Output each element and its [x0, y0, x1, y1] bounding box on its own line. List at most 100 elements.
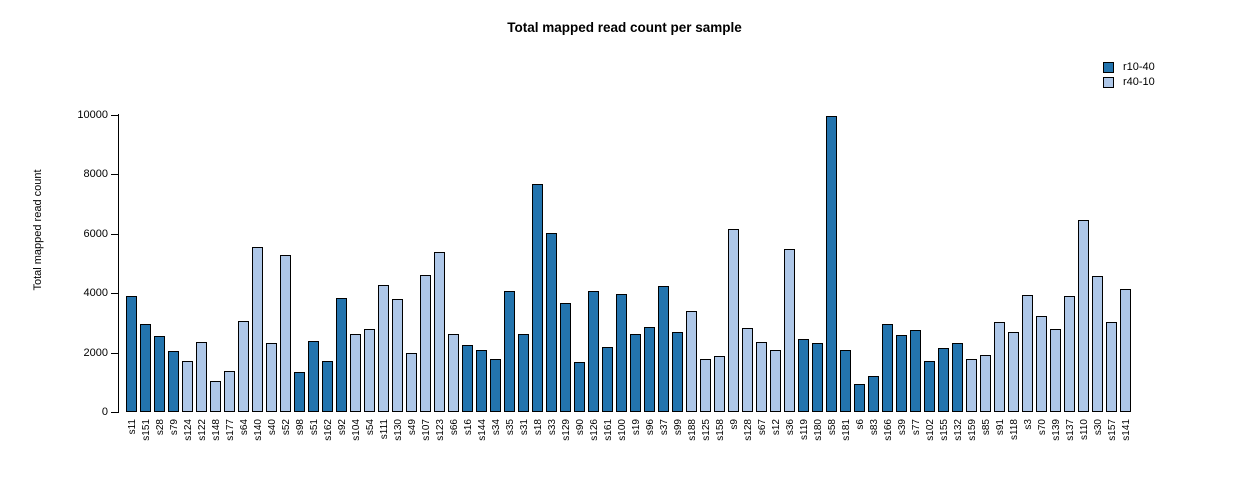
bar-s35 [504, 291, 515, 412]
y-tick [111, 234, 118, 235]
y-axis-line [118, 114, 119, 413]
bar-s85 [980, 355, 991, 412]
bar-s36 [784, 249, 795, 412]
x-tick-label: s91 [994, 419, 1006, 436]
bar-s96 [644, 327, 655, 412]
x-tick-label: s67 [756, 419, 768, 436]
x-tick-label: s158 [714, 419, 726, 441]
x-tick-label: s125 [700, 419, 712, 441]
bar-s129 [560, 303, 571, 412]
x-tick-label: s107 [420, 419, 432, 441]
bar-s58 [826, 116, 837, 412]
bar-s67 [756, 342, 767, 412]
bar-s79 [168, 351, 179, 412]
x-tick-label: s77 [910, 419, 922, 436]
x-tick-label: s31 [518, 419, 530, 436]
x-tick-label: s100 [616, 419, 628, 441]
bar-s188 [686, 311, 697, 412]
bar-s64 [238, 321, 249, 412]
bar-s166 [882, 324, 893, 412]
x-tick-label: s79 [168, 419, 180, 436]
x-tick-label: s37 [658, 419, 670, 436]
x-tick-label: s11 [126, 419, 138, 435]
bar-s119 [798, 339, 809, 412]
x-tick-label: s137 [1064, 419, 1076, 441]
bar-s52 [280, 255, 291, 412]
bar-s159 [966, 359, 977, 412]
x-tick-label: s181 [840, 419, 852, 441]
bar-s54 [364, 329, 375, 412]
y-tick [111, 412, 118, 413]
x-tick-label: s6 [854, 419, 866, 430]
y-tick-label: 0 [101, 406, 108, 418]
x-tick-label: s35 [504, 419, 516, 436]
bar-s180 [812, 343, 823, 412]
bar-s132 [952, 343, 963, 412]
x-tick-label: s188 [686, 419, 698, 441]
bar-s39 [896, 335, 907, 412]
bar-s140 [252, 247, 263, 412]
x-tick-label: s18 [532, 419, 544, 436]
x-tick-label: s96 [644, 419, 656, 436]
bar-s12 [770, 350, 781, 412]
y-tick-label: 10000 [77, 109, 108, 121]
bar-s30 [1092, 276, 1103, 412]
y-tick [111, 115, 118, 116]
bar-s104 [350, 334, 361, 412]
x-tick-label: s34 [490, 419, 502, 436]
x-tick-label: s139 [1050, 419, 1062, 441]
x-tick-label: s141 [1120, 419, 1132, 441]
x-tick-label: s144 [476, 419, 488, 441]
x-tick-label: s9 [728, 419, 740, 430]
x-tick-label: s19 [630, 419, 642, 436]
bar-s161 [602, 347, 613, 412]
bar-s102 [924, 361, 935, 412]
legend-swatch-r10-40 [1103, 62, 1114, 73]
bar-s139 [1050, 329, 1061, 412]
x-tick-label: s151 [140, 419, 152, 441]
bar-s157 [1106, 322, 1117, 412]
bar-s124 [182, 361, 193, 412]
x-tick-label: s161 [602, 419, 614, 441]
y-tick [111, 174, 118, 175]
bar-s118 [1008, 332, 1019, 412]
x-tick-label: s85 [980, 419, 992, 436]
bar-s144 [476, 350, 487, 412]
x-tick-label: s102 [924, 419, 936, 441]
bar-s141 [1120, 289, 1131, 412]
x-tick-label: s52 [280, 419, 292, 436]
legend-swatch-r40-10 [1103, 77, 1114, 88]
x-tick-label: s28 [154, 419, 166, 436]
legend-item: r40-10 [1103, 77, 1155, 88]
bar-s158 [714, 356, 725, 412]
x-tick-label: s66 [448, 419, 460, 436]
bar-s126 [588, 291, 599, 412]
bar-s77 [910, 330, 921, 412]
x-tick-label: s90 [574, 419, 586, 436]
x-tick-label: s49 [406, 419, 418, 436]
bar-s70 [1036, 316, 1047, 412]
bar-s100 [616, 294, 627, 412]
legend: r10-40 r40-10 [1103, 62, 1155, 92]
bar-s110 [1078, 220, 1089, 412]
bar-s9 [728, 229, 739, 412]
bar-s11 [126, 296, 137, 412]
x-tick-label: s130 [392, 419, 404, 441]
bar-s40 [266, 343, 277, 412]
x-tick-label: s159 [966, 419, 978, 441]
x-tick-label: s99 [672, 419, 684, 436]
bar-s177 [224, 371, 235, 412]
x-tick-label: s162 [322, 419, 334, 441]
bar-s37 [658, 286, 669, 412]
bar-s99 [672, 332, 683, 412]
y-tick-label: 4000 [83, 287, 108, 299]
y-tick [111, 293, 118, 294]
bar-s148 [210, 381, 221, 412]
bar-s92 [336, 298, 347, 412]
y-tick [111, 353, 118, 354]
bar-s122 [196, 342, 207, 412]
x-tick-label: s51 [308, 419, 320, 436]
bar-s19 [630, 334, 641, 412]
bar-s181 [840, 350, 851, 412]
bar-s90 [574, 362, 585, 412]
